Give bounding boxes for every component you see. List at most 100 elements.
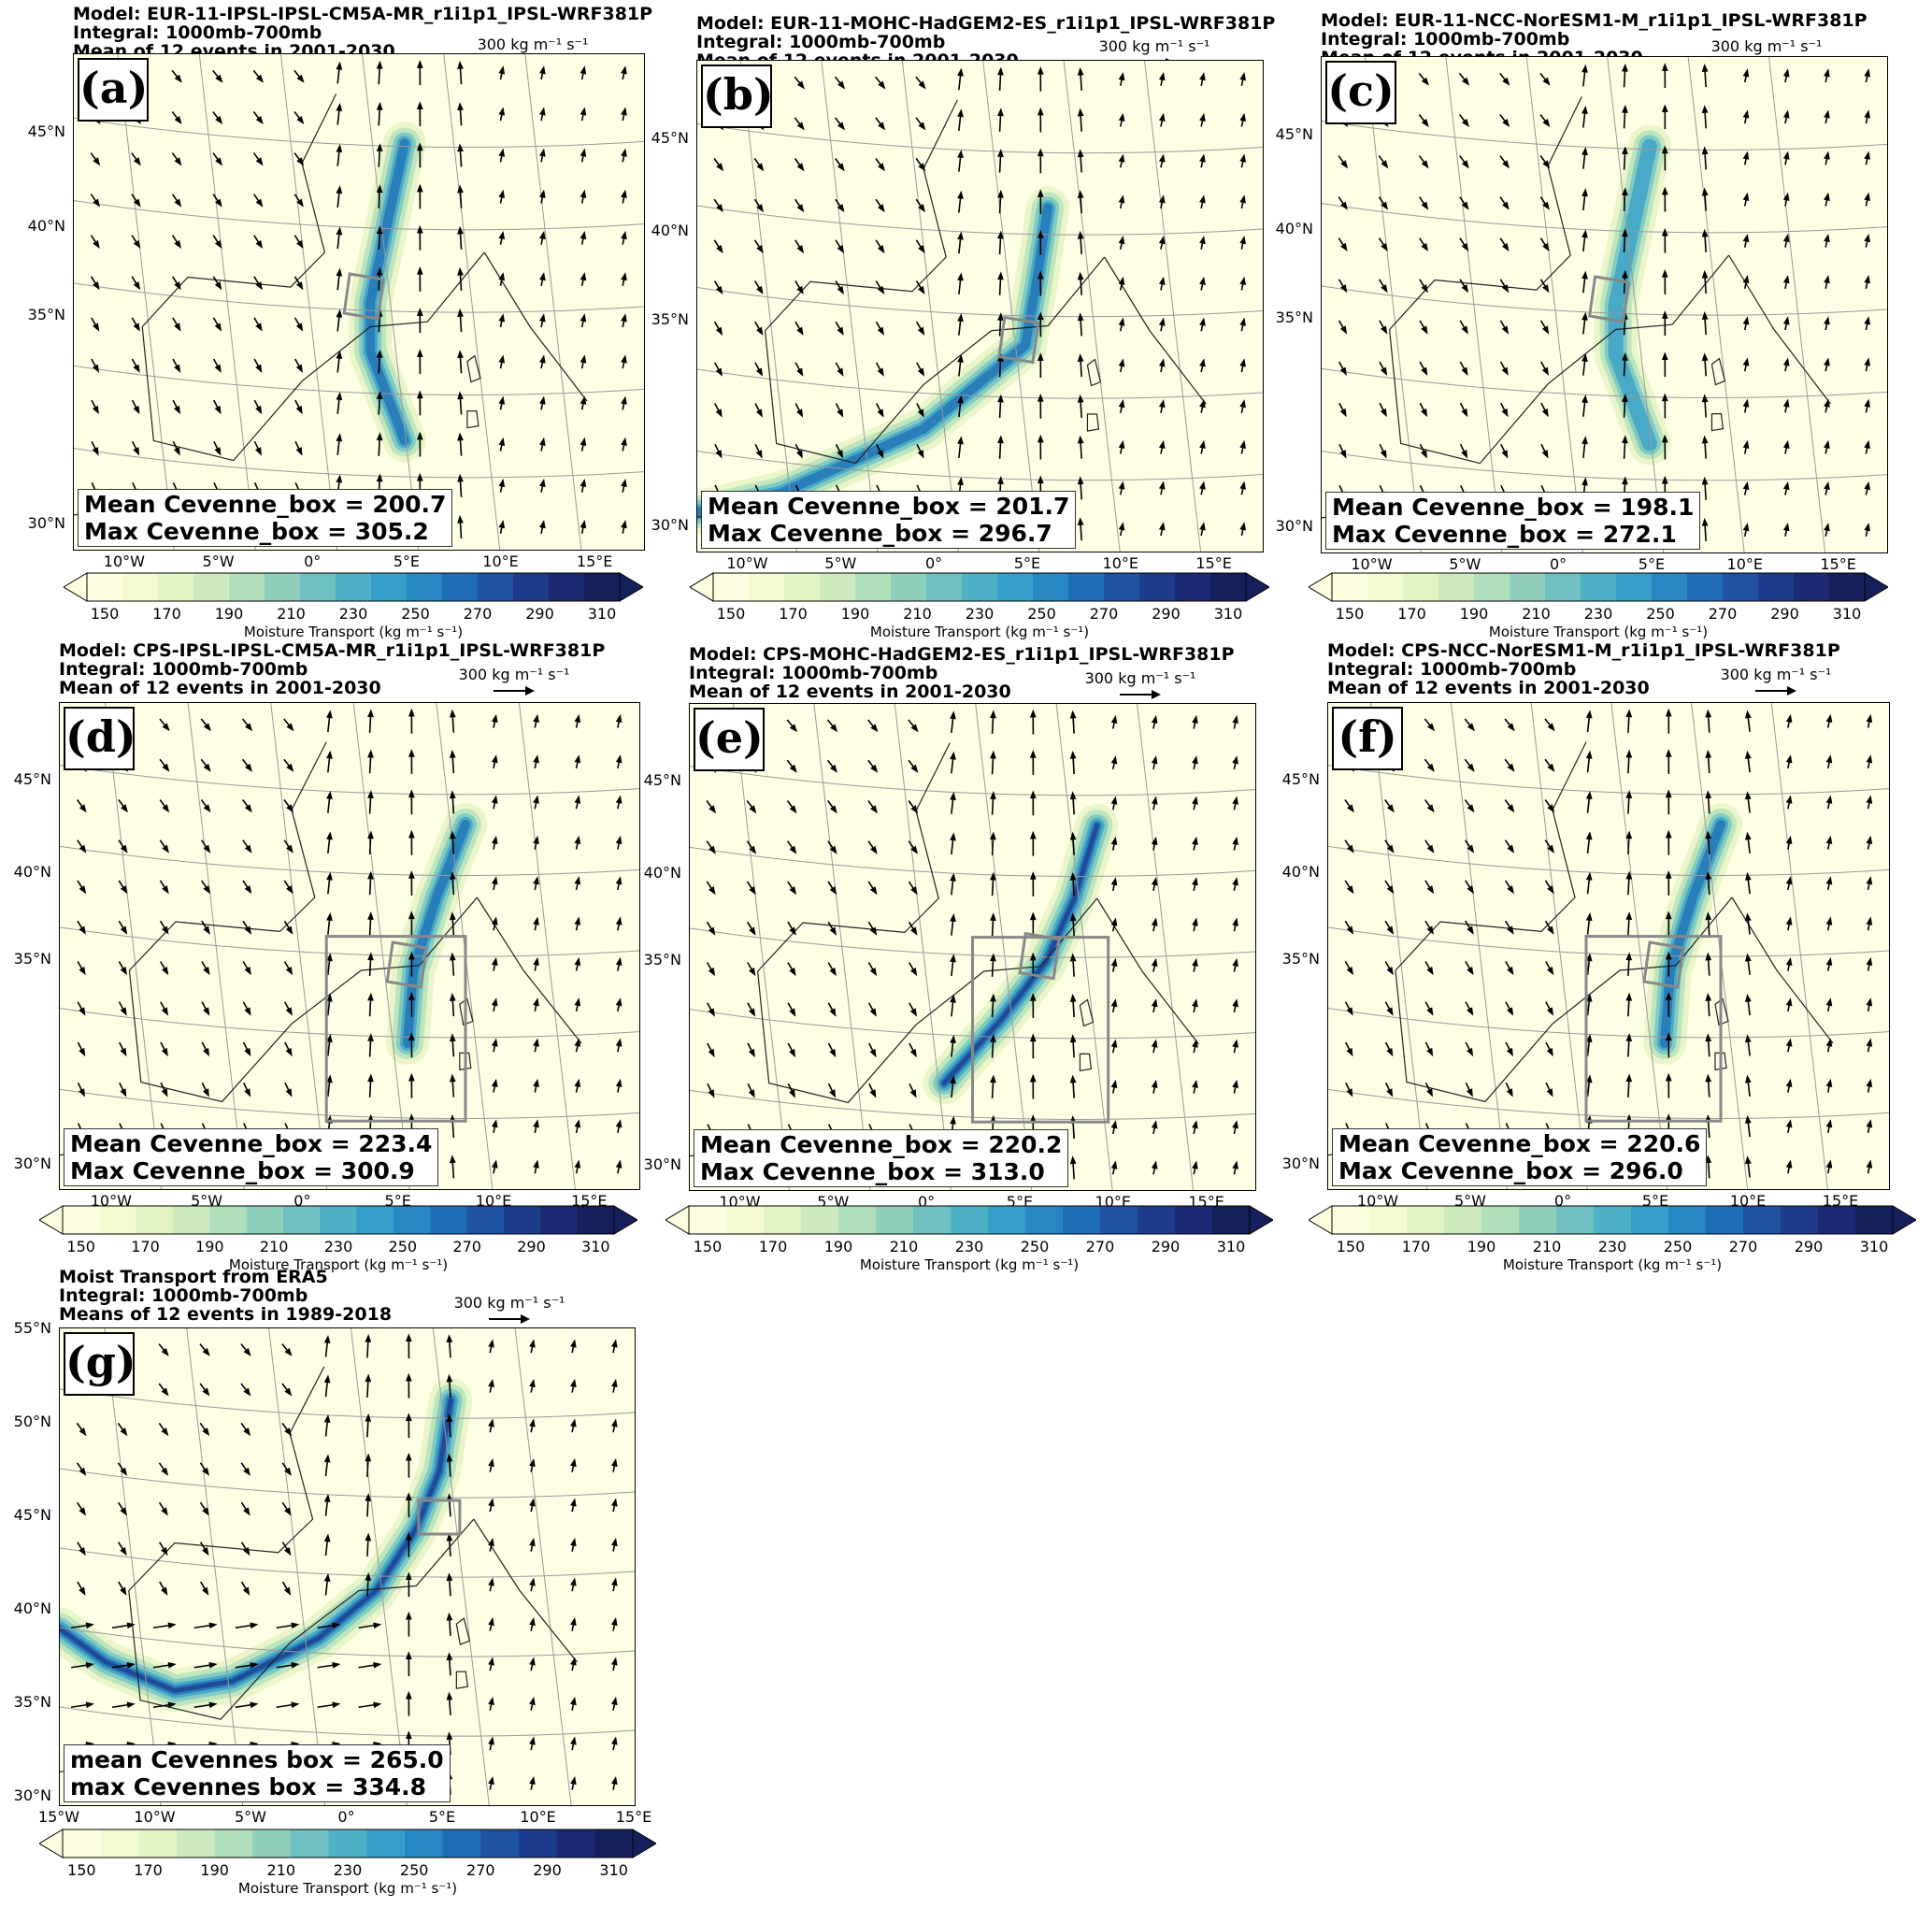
wind-arrowhead: [1661, 434, 1668, 443]
wind-arrowhead: [539, 478, 546, 488]
wind-arrowhead: [93, 281, 100, 291]
panel-letter: (b): [701, 65, 774, 128]
cevenne-stats: Mean Cevenne_box = 200.7 Max Cevenne_box …: [78, 489, 453, 547]
wind-arrowhead: [574, 1038, 581, 1047]
colorbar-segment: [1438, 573, 1475, 601]
wind-arrowhead: [1461, 325, 1468, 335]
wind-arrowhead: [1232, 1160, 1238, 1169]
wind-arrowhead: [326, 710, 333, 719]
scale-label: 300 kg m⁻¹ s⁻¹: [477, 36, 589, 53]
wind-arrowhead: [1701, 269, 1709, 279]
wind-arrowhead: [245, 723, 253, 732]
wind-arrowhead: [533, 1159, 539, 1169]
wind-arrowhead: [1744, 871, 1752, 881]
wind-arrowhead: [1426, 1007, 1434, 1016]
wind-arrowhead: [529, 1537, 536, 1547]
wind-arrowhead: [1158, 153, 1166, 163]
wind-arrowhead: [837, 285, 845, 294]
wind-arrowhead: [1069, 750, 1077, 759]
wind-arrowhead: [215, 74, 223, 83]
wind-arrowhead: [79, 804, 87, 813]
wind-arrowhead: [1037, 270, 1044, 280]
wind-arrowhead: [1701, 476, 1709, 485]
wind-arrowhead: [291, 1701, 300, 1709]
domain-box: [971, 936, 1110, 1124]
cevenne-box: [997, 315, 1040, 365]
wind-arrowhead: [250, 1622, 259, 1629]
wind-arrowhead: [408, 1072, 415, 1082]
wind-arrowhead: [1029, 911, 1037, 921]
wind-arrowhead: [79, 966, 86, 976]
wind-arrowhead: [326, 993, 333, 1002]
wind-arrowhead: [1782, 481, 1790, 491]
coastlines: [697, 99, 1207, 524]
wind-arrowhead: [1381, 201, 1389, 210]
wind-arrowhead: [376, 473, 383, 482]
wind-arrowhead: [1547, 723, 1555, 732]
lat-tick-label: 45°N: [1275, 125, 1313, 144]
wind-arrowhead: [1782, 109, 1790, 119]
wind-arrowhead: [789, 1008, 796, 1017]
wind-arrowhead: [1622, 476, 1628, 485]
wind-arrowhead: [1426, 925, 1434, 935]
wind-arrowhead: [1547, 925, 1554, 935]
wind-arrowhead: [1622, 146, 1628, 155]
wind-arrowhead: [367, 790, 374, 798]
wind-arrowhead: [416, 308, 423, 316]
colorbar-tick-label: 250: [1027, 605, 1056, 623]
wind-arrowhead: [990, 1034, 996, 1042]
wind-arrowhead: [408, 789, 415, 798]
wind-arrowhead: [121, 804, 128, 813]
wind-arrowhead: [120, 844, 128, 854]
wind-arrowhead: [79, 1427, 87, 1437]
wind-arrowhead: [1701, 352, 1709, 362]
wind-arrowhead: [446, 1413, 453, 1423]
wind-arrowhead: [533, 876, 539, 885]
wind-arrowhead: [621, 478, 627, 488]
wind-arrowhead: [990, 831, 996, 840]
wind-arrowhead: [1029, 1033, 1037, 1042]
colorbar-segment: [1403, 573, 1439, 601]
wind-arrowhead: [957, 436, 964, 445]
colorbar-segment: [214, 1829, 253, 1858]
moisture-plume-band: [933, 814, 1109, 1095]
wind-arrowhead: [1421, 450, 1427, 459]
wind-arrowhead: [529, 1577, 536, 1586]
colorbar-segment: [913, 1206, 952, 1234]
wind-arrowhead: [174, 239, 181, 249]
wind-arrowhead: [457, 350, 464, 359]
colorbar-label: Moisture Transport (kg m⁻¹ s⁻¹): [1488, 624, 1709, 640]
lon-tick-label: 0°: [1553, 1192, 1572, 1210]
wind-arrowhead: [1232, 957, 1238, 968]
wind-arrowhead: [749, 886, 756, 896]
wind-arrowhead: [332, 1622, 341, 1629]
wind-arrowhead: [367, 830, 374, 839]
lat-tick-label: 45°N: [1281, 769, 1320, 788]
wind-arrowhead: [336, 185, 343, 194]
wind-arrowhead: [621, 107, 627, 116]
lon-tick-label: 10°E: [1729, 1192, 1767, 1210]
wind-arrowhead: [1426, 723, 1436, 732]
wind-arrowhead: [244, 844, 252, 854]
colorbar-segment: [1444, 1206, 1482, 1234]
wind-arrowhead: [120, 1047, 127, 1057]
wind-arrowhead: [716, 244, 723, 254]
wind-arrowhead: [755, 450, 763, 459]
wind-arrowhead: [446, 1612, 453, 1621]
wind-arrowhead: [917, 409, 924, 418]
wind-arrowhead: [457, 473, 464, 482]
wind-arrowhead: [1705, 992, 1712, 1001]
wind-arrowhead: [491, 835, 498, 845]
wind-arrowhead: [1421, 325, 1428, 335]
wind-arrowhead: [449, 1073, 456, 1083]
wind-arrowhead: [1037, 475, 1044, 484]
wind-arrowhead: [405, 1452, 412, 1461]
wind-arrowhead: [1339, 325, 1348, 335]
wind-arrowhead: [829, 886, 837, 896]
colorbar-segment: [876, 1206, 914, 1234]
wind-arrowhead: [1665, 708, 1672, 717]
wind-arrowhead: [917, 367, 924, 377]
wind-arrowhead: [1661, 269, 1668, 278]
colorbar-tick-label: 150: [67, 1861, 96, 1879]
reference-arrow-icon: [494, 686, 535, 696]
